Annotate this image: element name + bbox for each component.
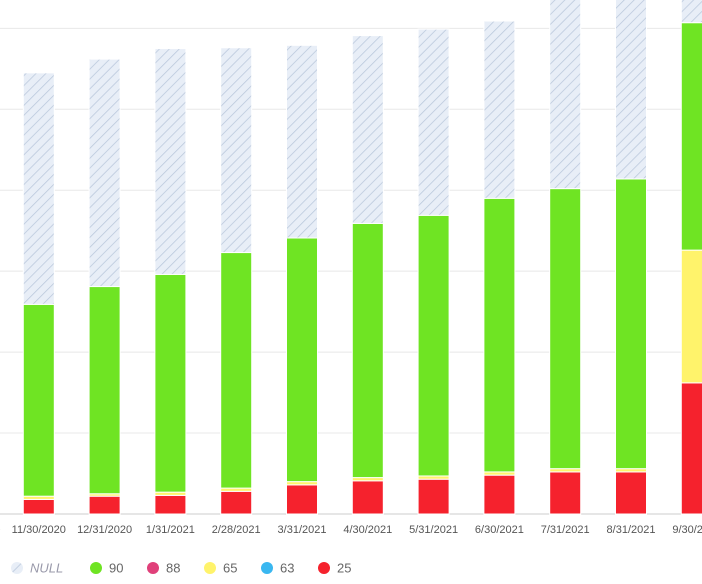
legend-label: 90: [109, 560, 123, 575]
bar-segment: [88, 495, 121, 515]
bar-segment: [220, 47, 253, 254]
bar-segment: [286, 44, 318, 239]
bar-segment: [22, 72, 55, 305]
bar-segment: [351, 222, 384, 479]
bar-segment: [483, 20, 516, 199]
bar-segment: [549, 471, 582, 515]
bar-segment: [417, 28, 450, 216]
legend-label: NULL: [30, 560, 63, 575]
x-tick-label: 5/31/2021: [409, 524, 458, 536]
legend-swatch: [11, 562, 23, 574]
bar-segment: [154, 273, 187, 493]
bar-segment: [483, 474, 516, 515]
x-tick-label: 2/28/2021: [212, 524, 261, 536]
x-tick-label: 4/30/2021: [343, 524, 392, 536]
x-tick-label: 3/31/2021: [278, 524, 327, 536]
x-tick-label: 1/31/2021: [146, 524, 195, 536]
bar-segment: [615, 0, 647, 180]
legend-swatch: [204, 562, 216, 574]
bar-segment: [351, 480, 384, 515]
legend-swatch: [318, 562, 330, 574]
legend-swatch: [147, 562, 159, 574]
bar-segment: [417, 214, 450, 477]
bar-segment: [615, 178, 647, 470]
bar-segment: [549, 188, 582, 470]
x-tick-label: 7/31/2021: [541, 524, 590, 536]
legend-label: 25: [337, 560, 351, 575]
bar-segment: [154, 48, 187, 275]
bar-segment: [220, 490, 253, 515]
bar-segment: [615, 471, 647, 515]
bar-segment: [286, 237, 318, 483]
bar-segment: [88, 58, 121, 288]
bar-segment: [483, 197, 516, 473]
bar-segment: [351, 35, 384, 224]
bar-segment: [680, 0, 702, 24]
bar-segment: [680, 249, 702, 384]
x-tick-label: 6/30/2021: [475, 524, 524, 536]
legend-label: 63: [280, 560, 294, 575]
x-tick-label: 9/30/2021: [672, 524, 702, 536]
bar-segment: [22, 498, 55, 515]
bar-segment: [88, 286, 121, 495]
bar-segment: [680, 22, 702, 251]
bar-segment: [154, 494, 187, 515]
bar-segment: [286, 484, 318, 515]
bar-segment: [417, 478, 450, 515]
legend-label: 65: [223, 560, 237, 575]
legend-swatch: [261, 562, 273, 574]
bar-segment: [680, 382, 702, 515]
x-tick-label: 12/31/2020: [77, 524, 132, 536]
bar-segment: [549, 0, 582, 190]
x-tick-label: 8/31/2021: [607, 524, 656, 536]
bar-segment: [220, 252, 253, 489]
legend-label: 88: [166, 560, 180, 575]
x-tick-label: 11/30/2020: [12, 524, 66, 536]
bar-segment: [22, 303, 55, 497]
legend-swatch: [90, 562, 102, 574]
x-tick-label: 10/31/2020: [0, 524, 1, 536]
